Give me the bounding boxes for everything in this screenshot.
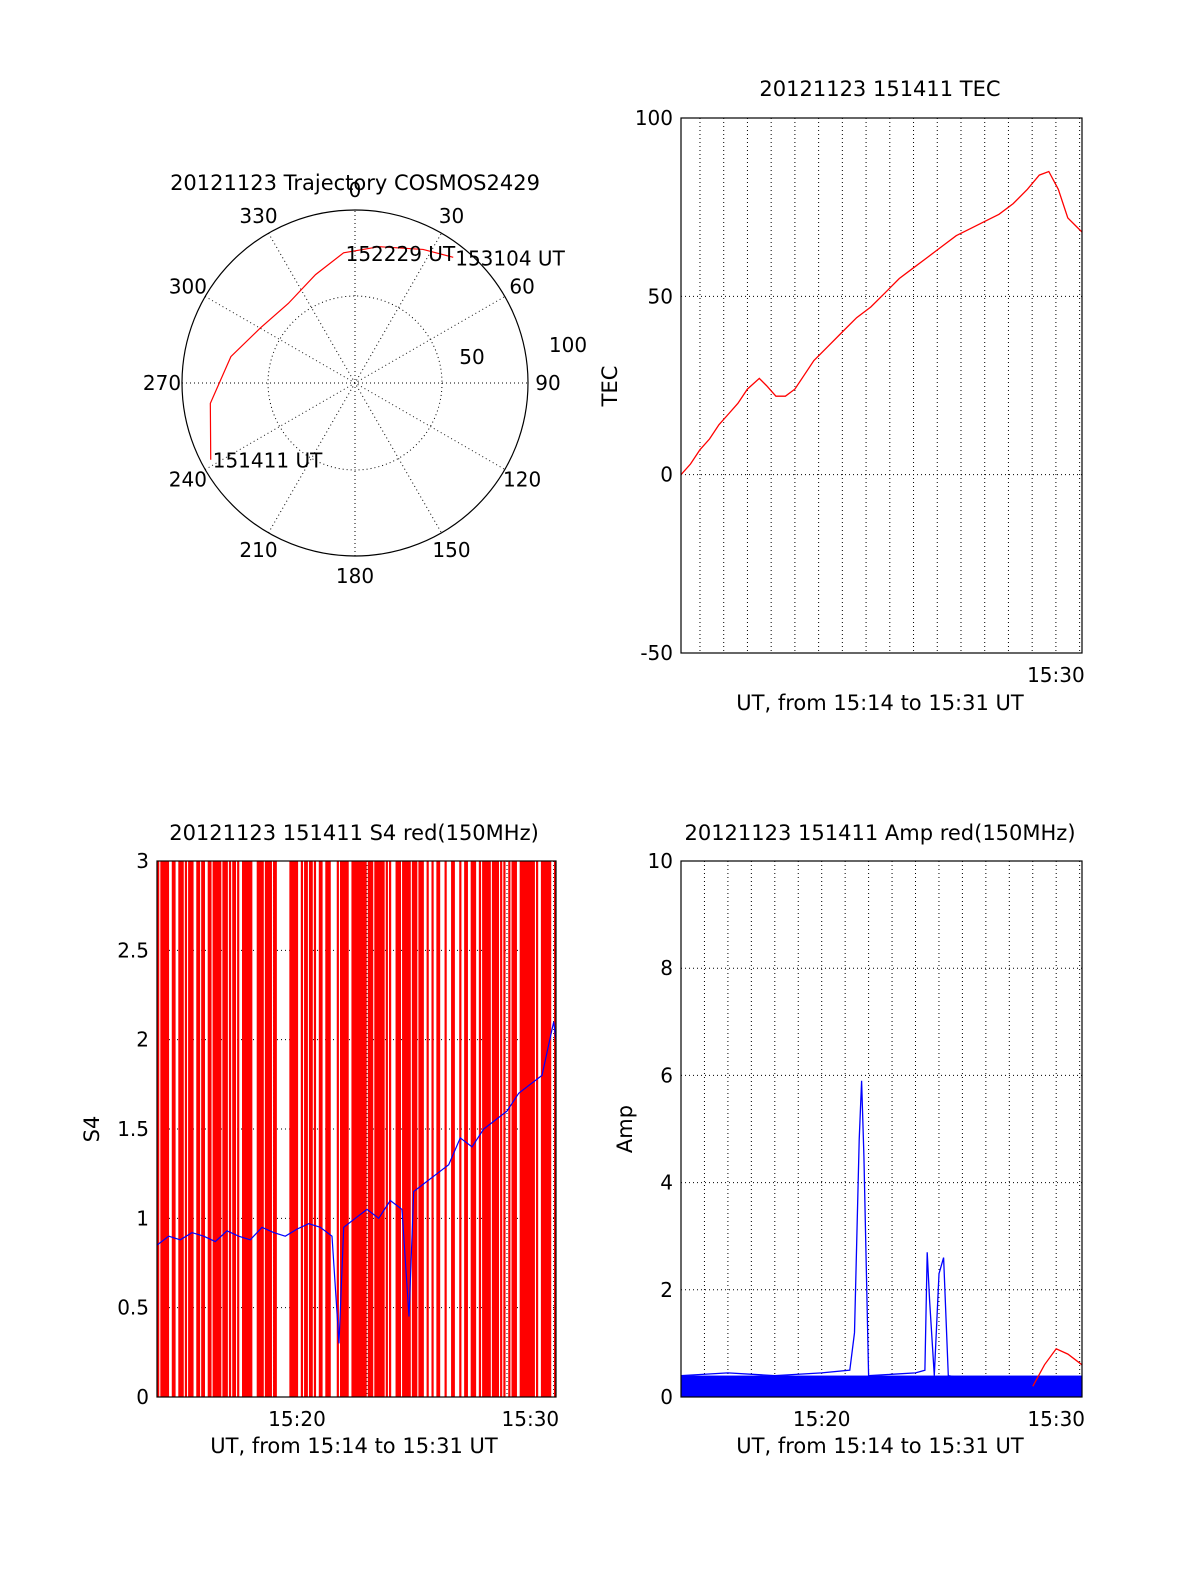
s4-plot: 20121123 151411 S4 red(150MHz) 0 0.5 1 1.5 2…	[80, 821, 559, 1458]
polar-trajectory-point-label: 152229 UT	[346, 242, 456, 266]
s4-y-ticks: 0 0.5 1 1.5 2 2.5 3	[117, 849, 149, 1409]
y-tick-label: 2.5	[117, 938, 149, 962]
amp-y-ticks: 0 2 4 6 8 10	[648, 849, 673, 1409]
y-tick-label: 0.5	[117, 1296, 149, 1320]
polar-angle-label: 180	[336, 564, 374, 588]
polar-spokes	[182, 210, 528, 556]
polar-title: 20121123 Trajectory COSMOS2429	[170, 171, 540, 195]
tec-grid	[681, 118, 1082, 653]
x-tick-label: 15:30	[502, 1407, 560, 1431]
amp-grid	[681, 861, 1082, 1397]
polar-trajectory-point-label: 151411 UT	[213, 449, 323, 473]
y-tick-label: 3	[136, 849, 149, 873]
y-tick-label: -50	[640, 641, 673, 665]
amp-noise-band-rect	[681, 1375, 1082, 1397]
tec-x-axis-label: UT, from 15:14 to 15:31 UT	[736, 691, 1024, 715]
tec-title: 20121123 151411 TEC	[759, 77, 1000, 101]
tec-y-ticks: -50 0 50 100	[635, 106, 673, 665]
y-tick-label: 4	[660, 1171, 673, 1195]
x-tick-label: 15:20	[268, 1407, 326, 1431]
amp-x-axis-label: UT, from 15:14 to 15:31 UT	[736, 1434, 1024, 1458]
y-tick-label: 6	[660, 1063, 673, 1087]
s4-x-ticks: 15:20 15:30	[268, 1407, 559, 1431]
y-tick-label: 10	[648, 849, 673, 873]
polar-angle-label: 300	[169, 275, 207, 299]
polar-trajectory-line	[209, 246, 454, 460]
s4-blue-series-line	[156, 1021, 557, 1344]
x-tick-label: 15:30	[1027, 1407, 1085, 1431]
y-tick-label: 0	[660, 463, 673, 487]
polar-angle-labels: 0 30 60 90 120 150 180 210 240 270 300 330	[143, 178, 561, 588]
amp-blue-series-line	[680, 1080, 1082, 1382]
polar-angle-label: 120	[503, 468, 541, 492]
y-tick-label: 100	[635, 106, 673, 130]
y-tick-label: 1.5	[117, 1117, 149, 1141]
y-tick-label: 2	[136, 1028, 149, 1052]
tec-series-line	[680, 170, 1083, 476]
x-tick-label: 15:20	[793, 1407, 851, 1431]
tec-x-ticks: 15:30	[1027, 663, 1085, 687]
y-tick-label: 50	[648, 284, 673, 308]
amp-noise-band	[681, 1375, 1082, 1397]
polar-angle-label: 30	[439, 204, 464, 228]
s4-title: 20121123 151411 S4 red(150MHz)	[169, 821, 539, 845]
polar-angle-label: 60	[509, 275, 534, 299]
tec-axes-frame	[680, 117, 1083, 654]
polar-angle-label: 90	[535, 371, 560, 395]
amp-x-ticks: 15:20 15:30	[793, 1407, 1085, 1431]
polar-angle-label: 150	[432, 538, 470, 562]
polar-angle-label: 210	[239, 538, 277, 562]
polar-trajectory-labels: 151411 UT 152229 UT 153104 UT	[213, 242, 566, 473]
s4-axes-frame	[156, 860, 557, 1398]
polar-trajectory-plot: 20121123 Trajectory COSMOS2429 0 30 60 90 12…	[143, 171, 587, 588]
polar-angle-label: 270	[143, 371, 181, 395]
polar-angle-label: 330	[239, 204, 277, 228]
amp-axes-frame	[680, 860, 1083, 1398]
s4-red-series	[157, 861, 557, 1397]
s4-y-axis-label: S4	[80, 1116, 104, 1143]
tec-y-axis-label: TEC	[598, 366, 622, 408]
amp-plot: 20121123 151411 Amp red(150MHz) 0246810 …	[613, 821, 1085, 1458]
polar-angle-label: 240	[169, 468, 207, 492]
polar-trajectory-point-label: 153104 UT	[455, 246, 565, 270]
y-tick-label: 2	[660, 1278, 673, 1302]
y-tick-label: 1	[136, 1206, 149, 1230]
polar-radial-label-50: 50	[459, 345, 484, 369]
amp-title: 20121123 151411 Amp red(150MHz)	[684, 821, 1075, 845]
y-tick-label: 0	[660, 1385, 673, 1409]
amp-red-series-line	[1032, 1347, 1083, 1387]
amp-y-axis-label: Amp	[613, 1105, 637, 1153]
polar-radial-label-100: 100	[549, 333, 587, 357]
s4-x-axis-label: UT, from 15:14 to 15:31 UT	[210, 1434, 498, 1458]
polar-spoke	[268, 232, 442, 534]
y-tick-label: 0	[136, 1385, 149, 1409]
y-tick-label: 8	[660, 956, 673, 980]
x-tick-label: 15:30	[1027, 663, 1085, 687]
polar-angle-label: 0	[349, 178, 362, 202]
